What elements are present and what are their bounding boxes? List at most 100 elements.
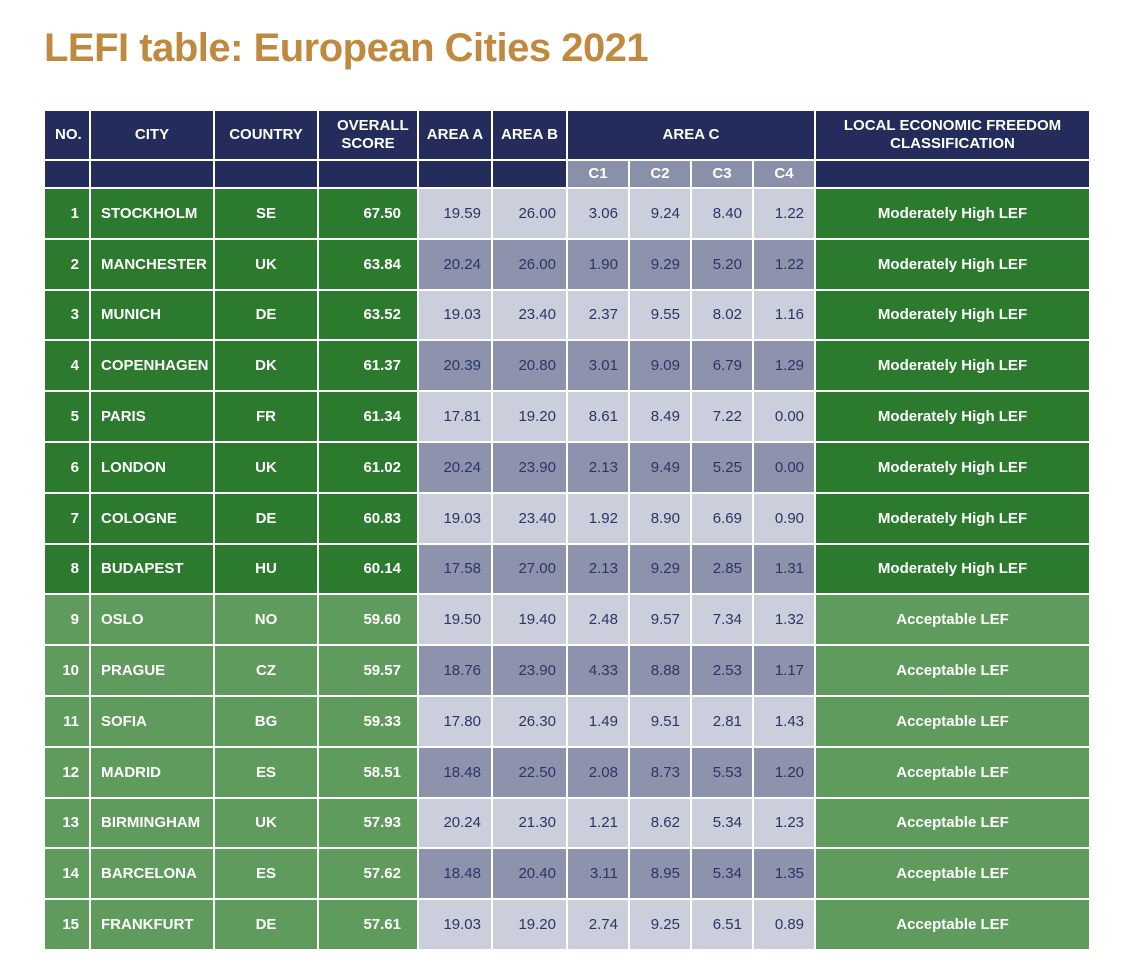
table-row: 1 STOCKHOLM SE 67.50 19.59 26.00 3.06 9.24 8.40 1… — [43, 187, 1092, 240]
area-b-cell: 27.00 — [491, 542, 568, 596]
overall-score-cell: 61.34 — [317, 390, 419, 443]
header-cell — [814, 159, 1092, 189]
country-cell: CZ — [213, 644, 319, 697]
header-cell — [317, 159, 419, 189]
rank-cell: 1 — [43, 187, 91, 240]
overall-score-cell: 63.52 — [317, 288, 419, 342]
rank-cell: 10 — [43, 644, 91, 697]
c3-cell: 5.34 — [690, 847, 754, 901]
c1-cell: 1.21 — [566, 796, 630, 850]
classification-cell: Acceptable LEF — [814, 796, 1092, 850]
c4-cell: 1.35 — [751, 847, 817, 901]
c3-cell: 7.34 — [690, 593, 754, 647]
city-cell: MANCHESTER — [89, 237, 215, 291]
area-a-cell: 20.24 — [417, 796, 493, 850]
table-row: 2 MANCHESTER UK 63.84 20.24 26.00 1.90 9.29 5.20… — [43, 237, 1092, 291]
country-cell: DE — [213, 898, 319, 951]
area-b-cell: 26.00 — [491, 187, 568, 240]
c3-cell: 6.51 — [690, 898, 754, 951]
country-cell: DE — [213, 288, 319, 342]
c3-cell: 6.79 — [690, 339, 754, 393]
title: LEFI table: European Cities 2021 — [44, 26, 649, 70]
classification-cell: Moderately High LEF — [814, 491, 1092, 545]
c2-cell: 8.62 — [628, 796, 692, 850]
c3-cell: 5.25 — [690, 440, 754, 494]
table-row: 13 BIRMINGHAM UK 57.93 20.24 21.30 1.21 8.62 5.3… — [43, 796, 1092, 850]
overall-score-cell: 57.61 — [317, 898, 419, 951]
header-cell: LOCAL ECONOMIC FREEDOM CLASSIFICATION — [814, 109, 1092, 161]
overall-score-cell: 59.60 — [317, 593, 419, 647]
overall-score-cell: 59.57 — [317, 644, 419, 697]
header-cell: AREA A — [417, 109, 493, 161]
c4-cell: 1.22 — [751, 237, 817, 291]
c4-cell: 1.29 — [751, 339, 817, 393]
subheader-row: C1 C2 C3 C4 — [43, 159, 1092, 189]
area-a-cell: 19.03 — [417, 491, 493, 545]
c4-cell: 1.32 — [751, 593, 817, 647]
city-cell: FRANKFURT — [89, 898, 215, 951]
table-row: 8 BUDAPEST HU 60.14 17.58 27.00 2.13 9.29 2.85 1.… — [43, 542, 1092, 596]
city-cell: COPENHAGEN — [89, 339, 215, 393]
c3-cell: 2.85 — [690, 542, 754, 596]
c1-cell: 3.01 — [566, 339, 630, 393]
c3-cell: 7.22 — [690, 390, 754, 443]
country-cell: UK — [213, 440, 319, 494]
c2-cell: 9.57 — [628, 593, 692, 647]
city-cell: MUNICH — [89, 288, 215, 342]
c4-cell: 1.31 — [751, 542, 817, 596]
c4-cell: 1.43 — [751, 694, 817, 748]
rank-cell: 12 — [43, 745, 91, 799]
overall-score-cell: 63.84 — [317, 237, 419, 291]
lefi-table: NO. CITY COUNTRY OVERALL SCORE AREA A AR… — [43, 109, 1092, 951]
classification-cell: Moderately High LEF — [814, 237, 1092, 291]
country-cell: NO — [213, 593, 319, 647]
city-cell: LONDON — [89, 440, 215, 494]
classification-cell: Acceptable LEF — [814, 898, 1092, 951]
header-cell: OVERALL SCORE — [317, 109, 419, 161]
c2-cell: 9.51 — [628, 694, 692, 748]
city-cell: BARCELONA — [89, 847, 215, 901]
area-a-cell: 18.48 — [417, 847, 493, 901]
c4-cell: 1.17 — [751, 644, 817, 697]
area-b-cell: 20.40 — [491, 847, 568, 901]
rank-cell: 14 — [43, 847, 91, 901]
city-cell: SOFIA — [89, 694, 215, 748]
table-row: 15 FRANKFURT DE 57.61 19.03 19.20 2.74 9.25 6.51… — [43, 898, 1092, 951]
area-b-cell: 23.90 — [491, 644, 568, 697]
area-b-cell: 19.20 — [491, 390, 568, 443]
rank-cell: 3 — [43, 288, 91, 342]
rank-cell: 9 — [43, 593, 91, 647]
table-row: 11 SOFIA BG 59.33 17.80 26.30 1.49 9.51 2.81 1.43… — [43, 694, 1092, 748]
c3-cell: 5.53 — [690, 745, 754, 799]
area-a-cell: 17.80 — [417, 694, 493, 748]
area-a-cell: 19.03 — [417, 898, 493, 951]
table-body: 1 STOCKHOLM SE 67.50 19.59 26.00 3.06 9.24 8.40 1… — [43, 187, 1092, 951]
rank-cell: 13 — [43, 796, 91, 850]
area-b-cell: 23.90 — [491, 440, 568, 494]
area-a-cell: 20.39 — [417, 339, 493, 393]
area-a-cell: 20.24 — [417, 440, 493, 494]
area-a-cell: 19.50 — [417, 593, 493, 647]
rank-cell: 15 — [43, 898, 91, 951]
subheader-cell: C1 — [566, 159, 630, 189]
country-cell: ES — [213, 745, 319, 799]
c4-cell: 0.00 — [751, 390, 817, 443]
table-row: 6 LONDON UK 61.02 20.24 23.90 2.13 9.49 5.25 0.00… — [43, 440, 1092, 494]
subheader-cell: C3 — [690, 159, 754, 189]
c1-cell: 2.37 — [566, 288, 630, 342]
area-a-cell: 18.76 — [417, 644, 493, 697]
c3-cell: 5.20 — [690, 237, 754, 291]
country-cell: ES — [213, 847, 319, 901]
classification-cell: Moderately High LEF — [814, 440, 1092, 494]
header-cell — [491, 159, 568, 189]
area-b-cell: 21.30 — [491, 796, 568, 850]
table-row: 3 MUNICH DE 63.52 19.03 23.40 2.37 9.55 8.02 1.16… — [43, 288, 1092, 342]
table-row: 10 PRAGUE CZ 59.57 18.76 23.90 4.33 8.88 2.53 1.1… — [43, 644, 1092, 697]
area-a-cell: 17.58 — [417, 542, 493, 596]
subheader-cell: C2 — [628, 159, 692, 189]
c3-cell: 6.69 — [690, 491, 754, 545]
header-row: NO. CITY COUNTRY OVERALL SCORE AREA A AR… — [43, 109, 1092, 161]
c2-cell: 9.29 — [628, 237, 692, 291]
c4-cell: 0.90 — [751, 491, 817, 545]
